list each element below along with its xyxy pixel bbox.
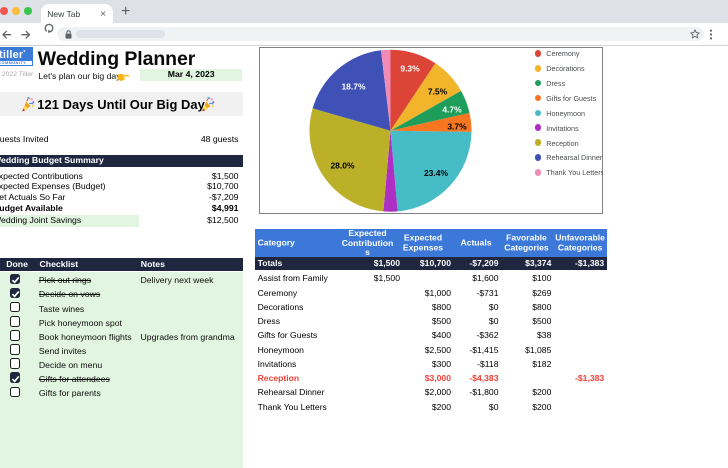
svg-text:23.4%: 23.4% [424, 168, 449, 178]
svg-text:28.0%: 28.0% [331, 161, 356, 171]
svg-text:7.5%: 7.5% [428, 87, 448, 97]
svg-text:4.7%: 4.7% [443, 105, 463, 115]
svg-text:9.3%: 9.3% [401, 64, 421, 74]
svg-text:3.7%: 3.7% [448, 122, 468, 132]
svg-text:18.7%: 18.7% [342, 82, 367, 92]
